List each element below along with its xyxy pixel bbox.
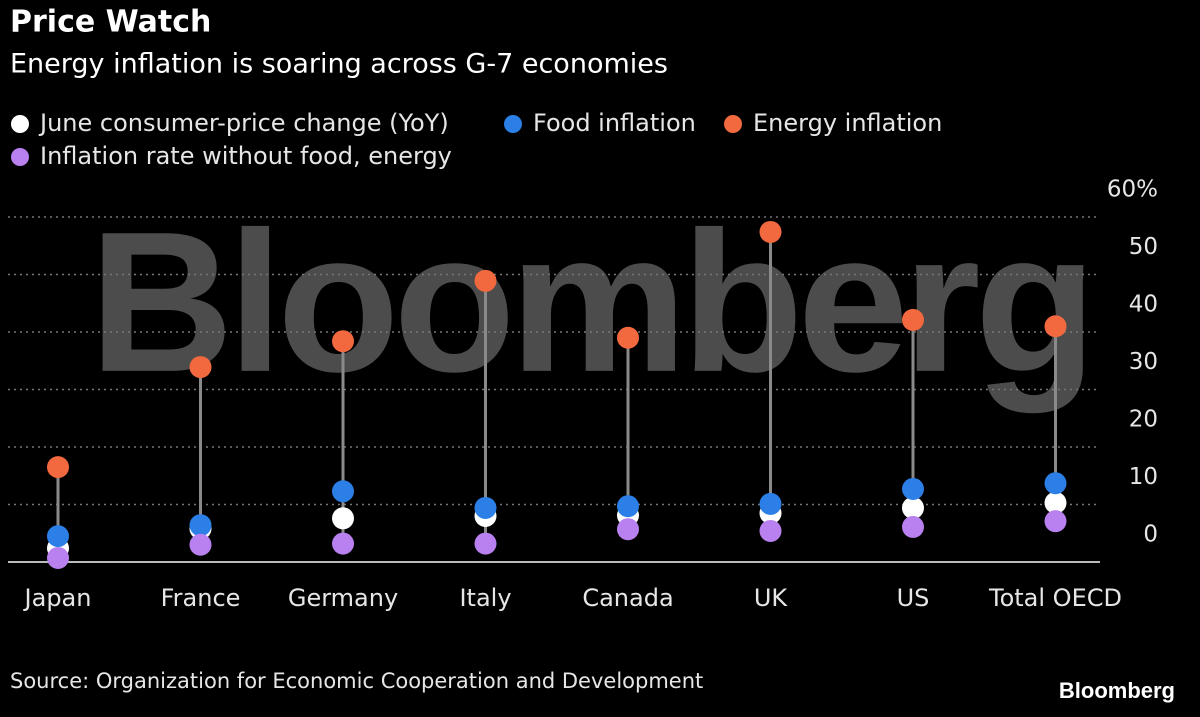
- legend-label: Food inflation: [533, 109, 696, 137]
- legend-swatch: [724, 115, 742, 133]
- dot: [759, 492, 782, 515]
- legend-label: June consumer-price change (YoY): [38, 109, 449, 137]
- y-tick-label: 30: [1129, 349, 1158, 375]
- dot: [1044, 510, 1067, 533]
- y-tick-label: 40: [1129, 292, 1158, 318]
- legend-label: Energy inflation: [753, 109, 942, 137]
- dot: [617, 495, 639, 518]
- watermark: Bloomberg: [89, 191, 1091, 414]
- dot: [47, 525, 69, 548]
- dot: [189, 533, 212, 556]
- x-tick-label: US: [897, 584, 930, 612]
- dot: [47, 456, 69, 479]
- dot: [332, 507, 354, 530]
- dot: [474, 532, 497, 555]
- chart-subtitle: Energy inflation is soaring across G-7 e…: [10, 49, 668, 80]
- y-tick-label: 50: [1129, 234, 1158, 260]
- dot: [902, 496, 924, 519]
- y-tick-label: 10: [1129, 464, 1158, 490]
- dot: [189, 356, 212, 379]
- x-tick-label: Canada: [582, 584, 673, 612]
- x-tick-label: Italy: [459, 584, 511, 612]
- x-tick-label: France: [161, 584, 241, 612]
- dot: [759, 519, 782, 542]
- source: Source: Organization for Economic Cooper…: [10, 669, 703, 693]
- y-tick-label: 60%: [1107, 177, 1158, 203]
- x-tick-label: Total OECD: [988, 584, 1122, 612]
- dot: [474, 496, 497, 519]
- x-tick-label: Japan: [23, 584, 92, 612]
- legend-swatch: [11, 115, 29, 133]
- y-tick-label: 0: [1143, 522, 1158, 548]
- legend-swatch: [11, 148, 29, 166]
- dot: [617, 326, 639, 349]
- dot: [902, 308, 924, 331]
- dot: [189, 514, 212, 537]
- dot: [902, 477, 924, 500]
- dot: [474, 269, 497, 292]
- dot: [759, 220, 782, 243]
- legend-swatch: [504, 115, 522, 133]
- x-tick-label: UK: [754, 584, 789, 612]
- brand: Bloomberg: [1059, 678, 1175, 703]
- dot: [1044, 491, 1067, 514]
- y-tick-label: 20: [1129, 407, 1158, 433]
- x-tick-label: Germany: [288, 584, 398, 612]
- dot: [902, 515, 924, 538]
- dot: [332, 532, 354, 555]
- dot: [332, 480, 354, 503]
- dot: [1044, 472, 1067, 495]
- chart-title: Price Watch: [10, 5, 211, 40]
- dot: [617, 518, 639, 541]
- dot: [1044, 315, 1067, 338]
- dot: [332, 330, 354, 353]
- dot: [47, 546, 69, 569]
- legend-label: Inflation rate without food, energy: [40, 142, 452, 170]
